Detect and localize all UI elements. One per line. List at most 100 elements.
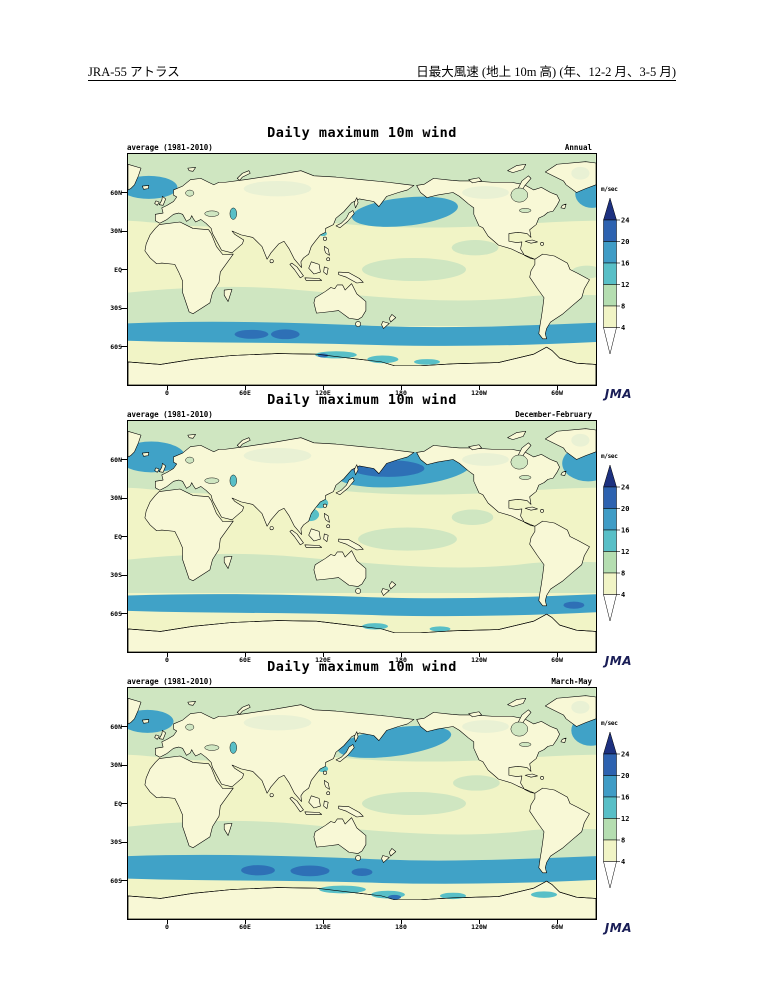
colorbar-unit-label: m/sec	[601, 186, 618, 193]
lat-tick-label: 60S	[110, 342, 122, 351]
colorbar-unit-label: m/sec	[601, 453, 618, 460]
lat-tick-label: 60S	[110, 609, 122, 618]
lat-tick	[121, 613, 127, 614]
lat-tick-label: EQ	[114, 532, 122, 541]
colorbar-arrow-down	[603, 327, 617, 355]
colorbar-tick-label: 16	[621, 527, 629, 535]
lon-tick-label: 0	[165, 923, 169, 931]
colorbar-unit-label: m/sec	[601, 720, 618, 727]
map-panel-march-may: Daily maximum 10m wind average (1981-2010…	[0, 654, 765, 935]
colorbar-arrow-down	[603, 861, 617, 889]
colorbar-tick-label: 8	[621, 303, 625, 311]
colorbar-tick-label: 20	[621, 772, 629, 780]
period-label: March-May	[551, 677, 592, 686]
colorbar-tick-label: 8	[621, 570, 625, 578]
header-rule	[88, 80, 676, 81]
lon-tick	[400, 653, 402, 657]
lat-tick-label: 30N	[110, 761, 122, 769]
lat-tick	[121, 880, 127, 881]
colorbar-arrow-up	[603, 731, 617, 755]
lat-tick-label: EQ	[114, 265, 122, 274]
map-panel-december-february: Daily maximum 10m wind average (1981-2010…	[0, 387, 765, 668]
colorbar-tick-label: 16	[621, 794, 629, 802]
lon-tick	[478, 386, 480, 390]
colorbar-tick-label: 8	[621, 837, 625, 845]
chart-title: Daily maximum 10m wind	[267, 659, 457, 675]
lat-tick-label: 30N	[110, 494, 122, 502]
world-map-december-february	[128, 421, 596, 652]
lon-tick-label: 120E	[315, 389, 331, 397]
statistic-label: average (1981-2010)	[127, 143, 213, 152]
colorbar-tick-label: 24	[621, 484, 629, 492]
lon-tick	[244, 653, 246, 657]
lon-tick-label: 120E	[315, 923, 331, 931]
period-label: December-February	[515, 410, 592, 419]
lon-tick-label: 60W	[551, 656, 563, 664]
lat-tick	[121, 269, 127, 270]
jma-logo: JMA	[604, 387, 632, 401]
jma-logo: JMA	[604, 654, 632, 668]
lon-tick-label: 120E	[315, 656, 331, 664]
lon-tick	[166, 386, 168, 390]
lon-tick	[556, 386, 558, 390]
colorbar-legend: 24 20 16 12 8 4	[603, 464, 629, 622]
lon-tick	[244, 386, 246, 390]
chart-title: Daily maximum 10m wind	[267, 392, 457, 408]
lat-tick-label: 30S	[110, 571, 122, 579]
lon-tick-label: 60E	[239, 389, 251, 397]
world-map-annual	[128, 154, 596, 385]
lat-tick	[121, 764, 127, 766]
lon-tick	[400, 920, 402, 924]
lon-tick-label: 60E	[239, 656, 251, 664]
colorbar-tick-label: 12	[621, 548, 629, 556]
colorbar-tick-label: 4	[621, 324, 625, 332]
lon-tick	[556, 653, 558, 657]
lat-tick-label: 60N	[110, 722, 122, 731]
map-panel-annual: Daily maximum 10m wind average (1981-2010…	[0, 120, 765, 401]
lon-tick	[322, 920, 324, 924]
lon-tick	[478, 920, 480, 924]
statistic-label: average (1981-2010)	[127, 677, 213, 686]
lon-tick-label: 0	[165, 656, 169, 664]
lon-tick	[556, 920, 558, 924]
map-frame	[127, 420, 597, 653]
lon-tick-label: 60W	[551, 923, 563, 931]
colorbar-tick-label: 24	[621, 217, 629, 225]
colorbar-tick-label: 4	[621, 591, 625, 599]
lat-tick	[121, 192, 127, 193]
lon-tick	[400, 386, 402, 390]
lon-tick	[166, 920, 168, 924]
colorbar-legend: 24 20 16 12 8 4	[603, 197, 629, 355]
colorbar-tick-label: 24	[621, 751, 629, 759]
lon-tick-label: 180	[395, 923, 407, 931]
lat-tick-label: EQ	[114, 799, 122, 808]
lon-tick	[322, 386, 324, 390]
lat-tick	[121, 726, 127, 727]
colorbar-tick-label: 20	[621, 238, 629, 246]
lat-tick	[121, 497, 127, 499]
statistic-label: average (1981-2010)	[127, 410, 213, 419]
lat-tick	[121, 803, 127, 804]
lat-tick-label: 30S	[110, 304, 122, 312]
lon-tick	[322, 653, 324, 657]
map-frame	[127, 153, 597, 386]
lon-tick	[478, 653, 480, 657]
colorbar-arrow-down	[603, 594, 617, 622]
chart-title: Daily maximum 10m wind	[267, 125, 457, 141]
page-header-left: JRA-55 アトラス	[88, 65, 180, 79]
page-header-right: 日最大風速 (地上 10m 高) (年、12-2 月、3-5 月)	[416, 65, 676, 79]
lon-tick	[244, 920, 246, 924]
colorbar-tick-label: 20	[621, 505, 629, 513]
lat-tick-label: 30S	[110, 838, 122, 846]
lat-tick	[121, 536, 127, 537]
colorbar-legend: 24 20 16 12 8 4	[603, 731, 629, 889]
lon-tick-label: 0	[165, 389, 169, 397]
period-label: Annual	[564, 143, 592, 152]
map-frame	[127, 687, 597, 920]
lat-tick-label: 60N	[110, 455, 122, 464]
colorbar-arrow-up	[603, 197, 617, 221]
lat-tick	[121, 841, 127, 843]
jma-logo: JMA	[604, 921, 632, 935]
colorbar-tick-label: 16	[621, 260, 629, 268]
lon-tick-label: 120W	[471, 923, 487, 931]
